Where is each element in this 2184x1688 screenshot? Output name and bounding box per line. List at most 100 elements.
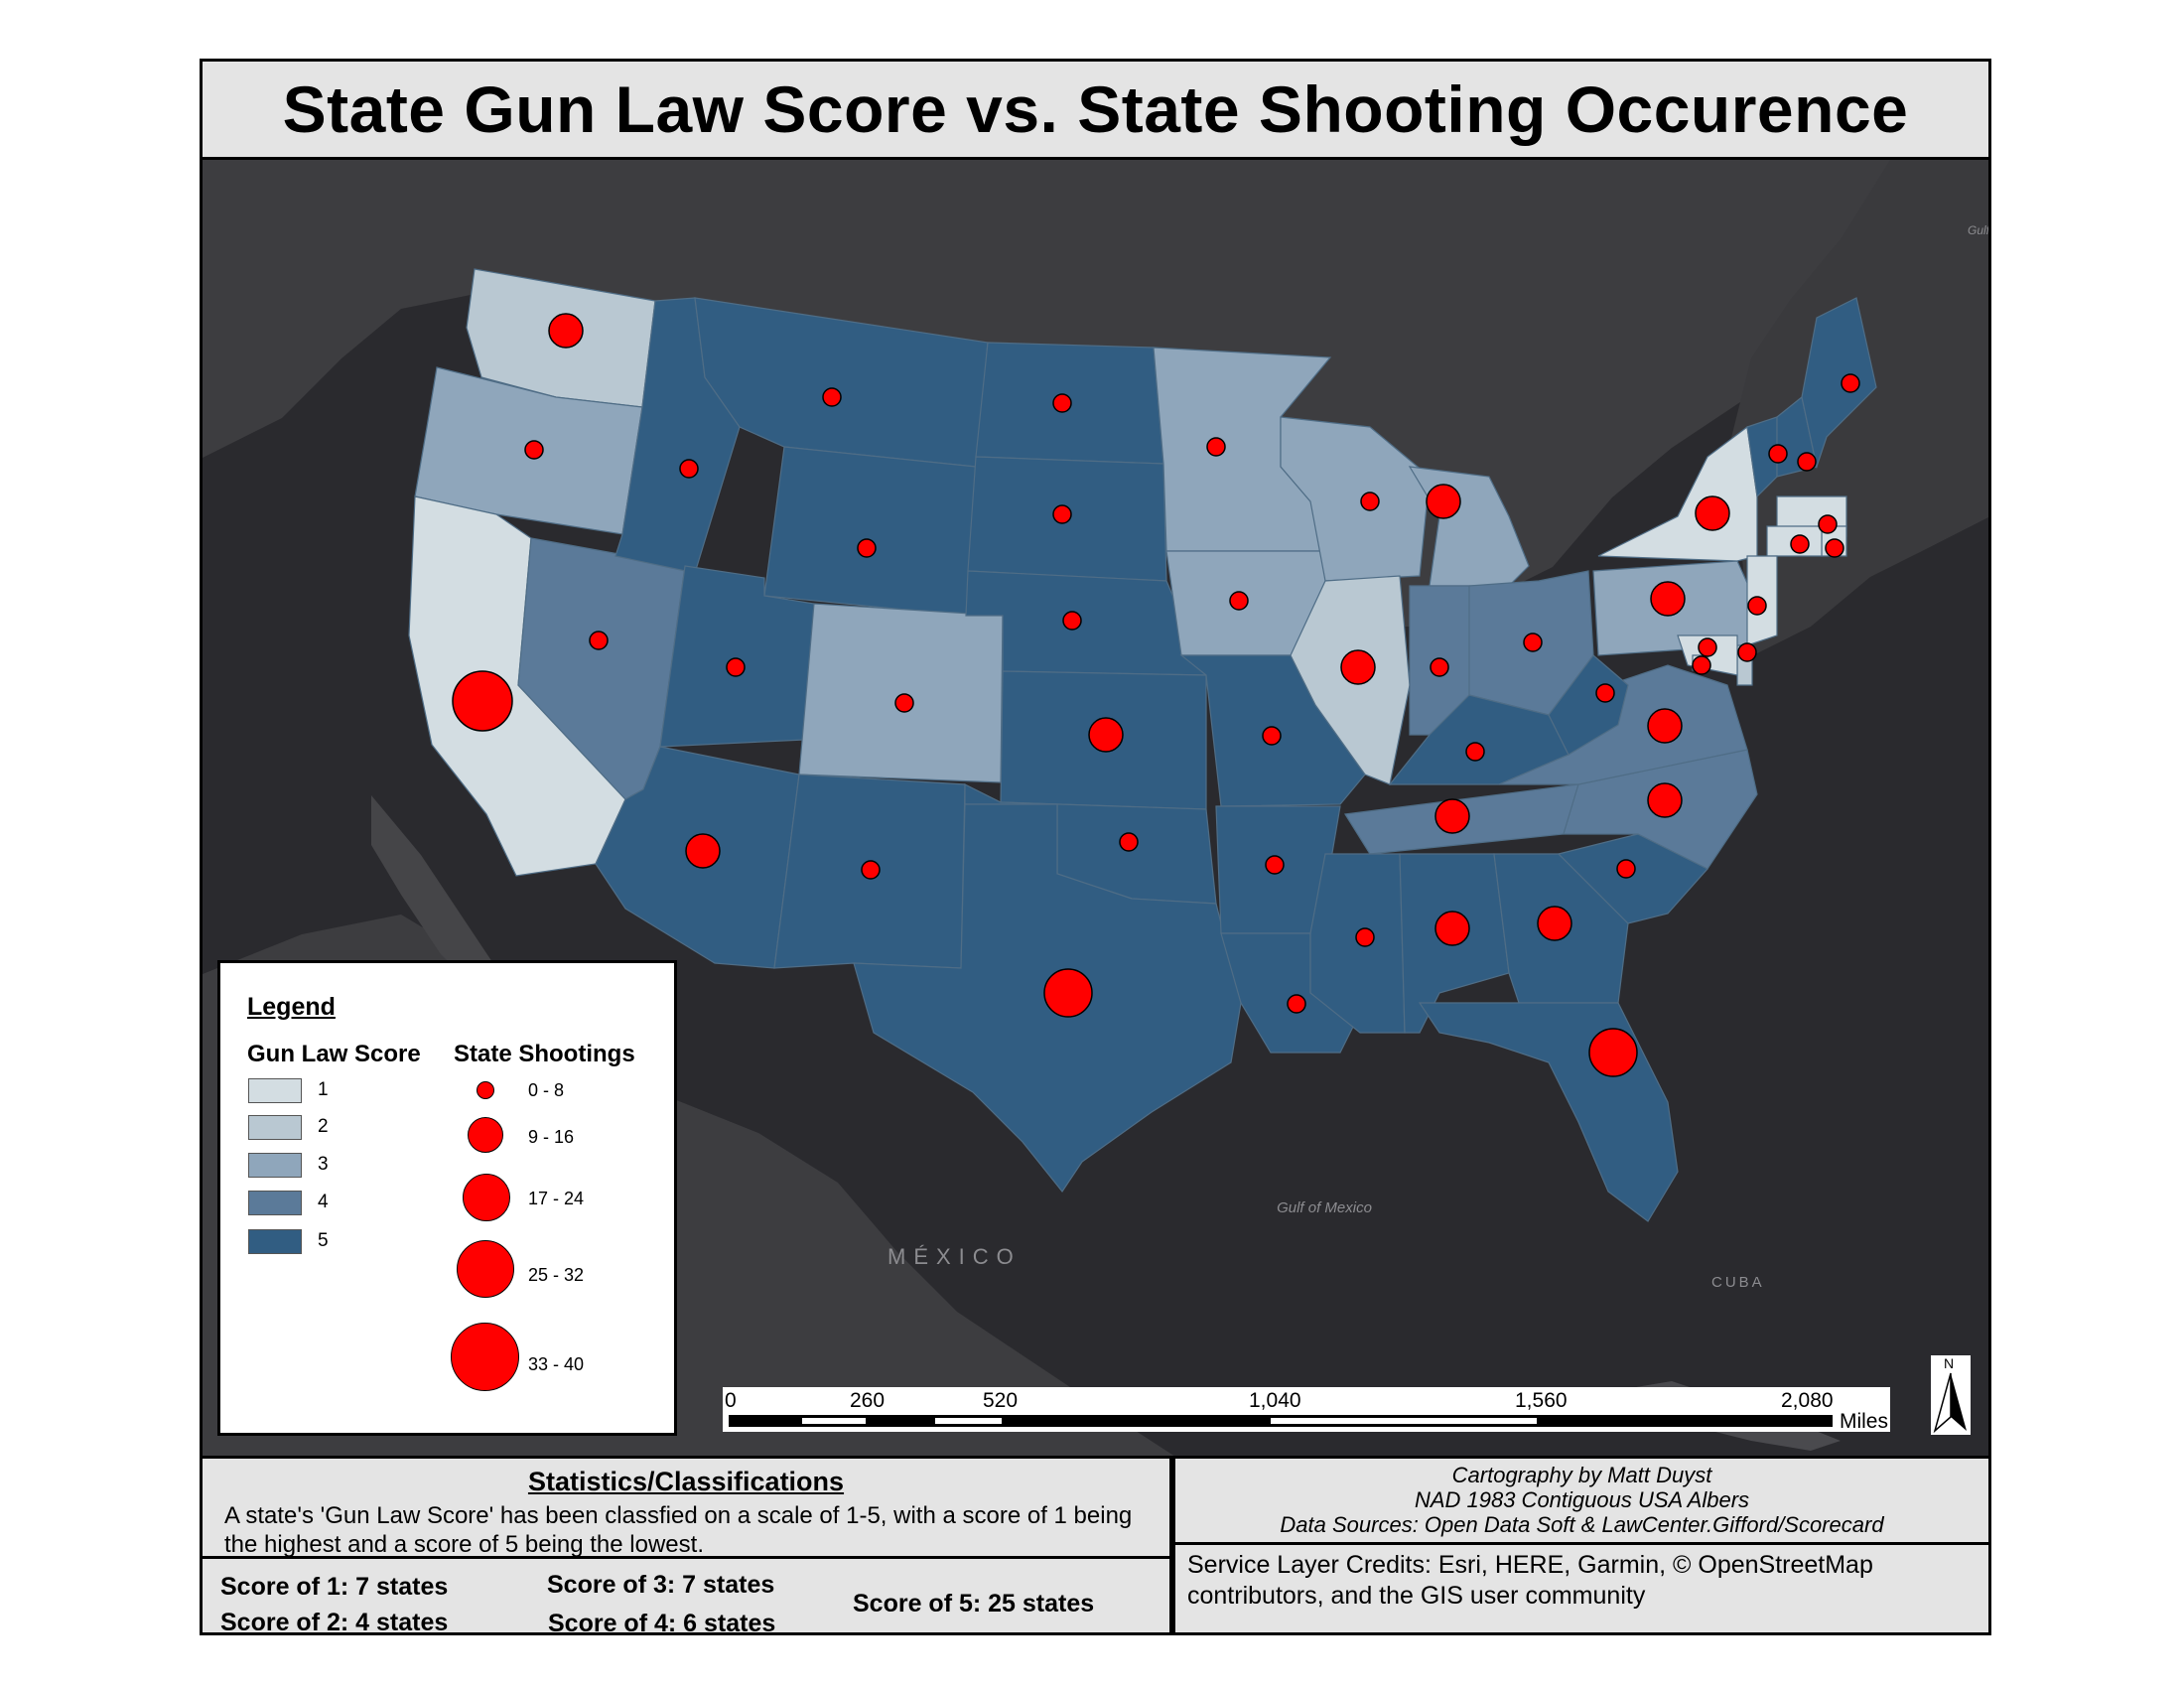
legend-shooting-label-4: 25 - 32 bbox=[528, 1265, 585, 1285]
statistics-description: A state's 'Gun Law Score' has been class… bbox=[224, 1502, 1133, 1558]
credits-block: Cartography by Matt Duyst NAD 1983 Conti… bbox=[1175, 1463, 1988, 1537]
shooting-circle-utah[interactable] bbox=[726, 657, 746, 677]
credits-divider bbox=[1175, 1542, 1988, 1545]
mexico-label: MÉXICO bbox=[887, 1244, 1022, 1269]
map-title: State Gun Law Score vs. State Shooting O… bbox=[282, 72, 1909, 146]
shooting-circle-california[interactable] bbox=[452, 670, 513, 732]
legend-swatch-4 bbox=[248, 1191, 302, 1215]
shooting-circle-nevada[interactable] bbox=[589, 631, 609, 650]
shooting-circle-south-carolina[interactable] bbox=[1616, 859, 1636, 879]
shooting-circle-louisiana[interactable] bbox=[1287, 994, 1306, 1014]
credits-panel: Cartography by Matt Duyst NAD 1983 Conti… bbox=[1172, 1456, 1991, 1635]
shooting-circle-north-dakota[interactable] bbox=[1052, 393, 1072, 413]
shooting-circle-kentucky[interactable] bbox=[1465, 742, 1485, 762]
shooting-circle-texas[interactable] bbox=[1043, 968, 1093, 1018]
shooting-circle-new-mexico[interactable] bbox=[861, 860, 881, 880]
scale-bar: 0 260 520 1,040 1,560 2,080 Miles bbox=[723, 1387, 1890, 1433]
legend-swatch-5 bbox=[248, 1229, 302, 1254]
shooting-circle-west-virginia[interactable] bbox=[1595, 683, 1615, 703]
projection-credit: NAD 1983 Contiguous USA Albers bbox=[1414, 1487, 1750, 1512]
scale-units: Miles bbox=[1839, 1410, 1888, 1433]
shooting-circle-delaware[interactable] bbox=[1737, 642, 1757, 662]
data-sources-credit: Data Sources: Open Data Soft & LawCenter… bbox=[1280, 1512, 1884, 1537]
shooting-circle-florida[interactable] bbox=[1588, 1028, 1638, 1077]
shooting-circle-georgia[interactable] bbox=[1537, 906, 1572, 941]
title-bar: State Gun Law Score vs. State Shooting O… bbox=[200, 59, 1991, 160]
baja-landmass bbox=[371, 795, 500, 994]
shooting-circle-mississippi[interactable] bbox=[1355, 927, 1375, 947]
legend-swatch-3 bbox=[248, 1153, 302, 1178]
shooting-circle-maryland[interactable] bbox=[1698, 637, 1717, 657]
shooting-circle-nebraska[interactable] bbox=[1062, 611, 1082, 631]
shooting-circle-illinois[interactable] bbox=[1340, 649, 1376, 685]
state-south-carolina[interactable] bbox=[1557, 833, 1708, 924]
shooting-circle-district-of-columbia[interactable] bbox=[1692, 655, 1711, 675]
shooting-circle-wyoming[interactable] bbox=[857, 538, 877, 558]
shooting-circle-massachusetts[interactable] bbox=[1818, 514, 1838, 534]
shooting-circle-oregon[interactable] bbox=[524, 440, 544, 460]
shooting-circle-arkansas[interactable] bbox=[1265, 855, 1285, 875]
shooting-circle-new-york[interactable] bbox=[1695, 495, 1730, 531]
score-3-count: Score of 3: 7 states bbox=[547, 1571, 775, 1599]
legend-gun-law-heading: Gun Law Score bbox=[247, 1041, 421, 1067]
legend-label-5: 5 bbox=[318, 1230, 329, 1251]
cartography-credit: Cartography by Matt Duyst bbox=[1451, 1463, 1712, 1487]
shooting-circle-alabama[interactable] bbox=[1434, 911, 1470, 946]
north-arrow-icon bbox=[1933, 1372, 1967, 1433]
shooting-circle-wisconsin[interactable] bbox=[1360, 492, 1380, 511]
legend-shooting-circle-3 bbox=[463, 1174, 510, 1221]
legend-shooting-circle-1 bbox=[477, 1081, 494, 1099]
shooting-circle-oklahoma[interactable] bbox=[1119, 832, 1139, 852]
legend-shooting-label-1: 0 - 8 bbox=[528, 1080, 565, 1100]
state-wyoming[interactable] bbox=[763, 446, 977, 617]
legend-shooting-label-3: 17 - 24 bbox=[528, 1189, 585, 1208]
shooting-circle-minnesota[interactable] bbox=[1206, 437, 1226, 457]
legend-swatch-2 bbox=[248, 1115, 302, 1140]
legend-shooting-label-5: 33 - 40 bbox=[528, 1354, 585, 1374]
shooting-circle-maine[interactable] bbox=[1841, 373, 1860, 393]
legend-label-1: 1 bbox=[318, 1079, 329, 1100]
shooting-circle-idaho[interactable] bbox=[679, 459, 699, 479]
shooting-circle-indiana[interactable] bbox=[1430, 657, 1449, 677]
shooting-circle-new-hampshire[interactable] bbox=[1797, 452, 1817, 472]
scale-tick-260: 260 bbox=[850, 1389, 886, 1412]
state-colorado[interactable] bbox=[798, 603, 1004, 783]
shooting-circle-michigan[interactable] bbox=[1426, 484, 1461, 519]
scale-tick-0: 0 bbox=[725, 1389, 737, 1412]
score-4-count: Score of 4: 6 states bbox=[548, 1610, 776, 1637]
shooting-circle-ohio[interactable] bbox=[1523, 633, 1543, 652]
shooting-circle-south-dakota[interactable] bbox=[1052, 504, 1072, 524]
state-west-virginia[interactable] bbox=[1548, 654, 1629, 756]
shooting-circle-arizona[interactable] bbox=[685, 833, 721, 869]
gulf-label: Gulf of Mexico bbox=[1277, 1199, 1372, 1216]
score-2-count: Score of 2: 4 states bbox=[220, 1609, 449, 1636]
legend-label-2: 2 bbox=[318, 1116, 329, 1137]
scale-tick-2080: 2,080 bbox=[1781, 1389, 1834, 1412]
shooting-circle-virginia[interactable] bbox=[1647, 708, 1683, 744]
statistics-title: Statistics/Classifications bbox=[527, 1467, 845, 1496]
shooting-circle-pennsylvania[interactable] bbox=[1650, 581, 1686, 617]
statistics-panel: Statistics/Classifications A state's 'Gu… bbox=[200, 1456, 1172, 1637]
scale-tick-1560: 1,560 bbox=[1515, 1389, 1568, 1412]
legend-swatch-1 bbox=[248, 1078, 302, 1103]
shooting-circle-connecticut[interactable] bbox=[1790, 534, 1810, 554]
gulf-top-right-label: Gulf of Law bbox=[1968, 223, 1988, 237]
legend-shooting-circle-2 bbox=[468, 1117, 503, 1153]
legend-label-3: 3 bbox=[318, 1154, 329, 1175]
shooting-circle-rhode-island[interactable] bbox=[1825, 538, 1844, 558]
shooting-circle-tennessee[interactable] bbox=[1434, 798, 1470, 834]
shooting-circle-washington[interactable] bbox=[548, 313, 584, 349]
north-letter: N bbox=[1944, 1355, 1955, 1371]
shooting-circle-north-carolina[interactable] bbox=[1647, 782, 1683, 818]
shooting-circle-new-jersey[interactable] bbox=[1747, 596, 1767, 616]
shooting-circle-montana[interactable] bbox=[822, 387, 842, 407]
state-maine[interactable] bbox=[1801, 297, 1877, 470]
scale-tick-520: 520 bbox=[983, 1389, 1019, 1412]
shooting-circle-vermont[interactable] bbox=[1768, 444, 1788, 464]
shooting-circle-colorado[interactable] bbox=[894, 693, 914, 713]
legend-shooting-label-2: 9 - 16 bbox=[528, 1127, 575, 1147]
shooting-circle-iowa[interactable] bbox=[1229, 591, 1249, 611]
legend-shootings-heading: State Shootings bbox=[454, 1041, 635, 1067]
shooting-circle-kansas[interactable] bbox=[1088, 717, 1124, 753]
shooting-circle-missouri[interactable] bbox=[1262, 726, 1282, 746]
